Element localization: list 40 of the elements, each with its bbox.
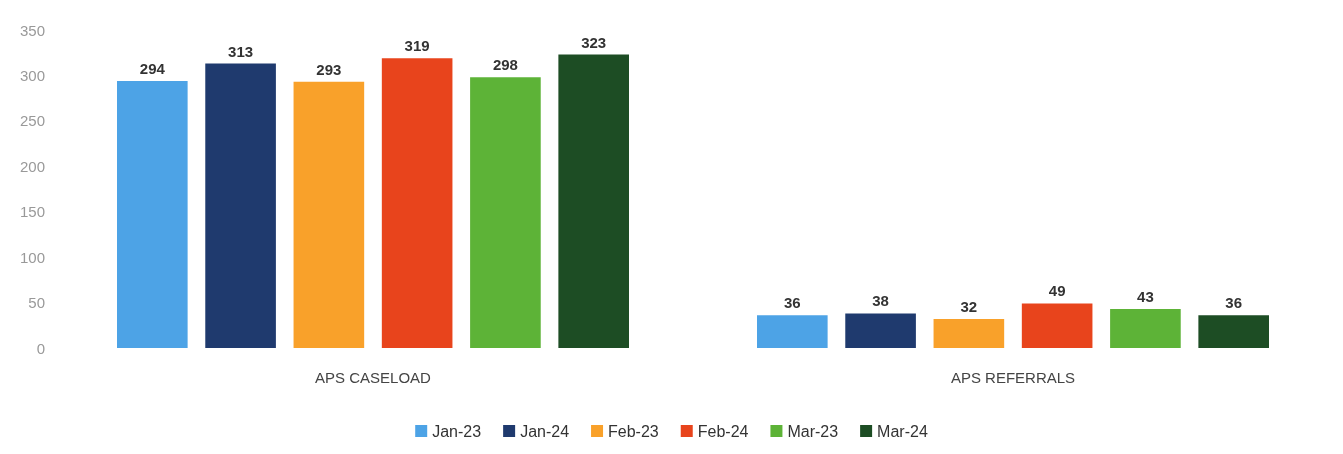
- x-tick-label: APS CASELOAD: [315, 369, 432, 386]
- y-tick-label: 150: [19, 203, 45, 221]
- legend-label: Mar-23: [787, 422, 839, 440]
- bar: [757, 315, 828, 348]
- bar: [933, 318, 1005, 348]
- x-tick-label: APS REFERRALS: [950, 369, 1076, 386]
- bar: [117, 80, 188, 348]
- bar: [381, 58, 453, 348]
- y-tick-label: 50: [28, 294, 45, 312]
- bar: [1021, 303, 1093, 348]
- data-label: 319: [404, 37, 430, 55]
- legend-label: Jan-24: [520, 422, 570, 440]
- data-label: 36: [1225, 294, 1243, 312]
- bar: [845, 313, 916, 348]
- data-label: 293: [316, 60, 342, 78]
- y-tick-label: 350: [19, 21, 45, 39]
- legend-label: Jan-23: [432, 422, 482, 440]
- legend-label: Mar-24: [877, 422, 928, 440]
- y-tick-label: 250: [19, 112, 45, 130]
- data-label: 43: [1137, 287, 1154, 305]
- y-tick-label: 300: [19, 66, 45, 84]
- bar: [293, 81, 365, 348]
- data-label: 323: [581, 33, 607, 51]
- data-label: 49: [1048, 282, 1066, 300]
- bar: [1110, 308, 1181, 348]
- data-label: 38: [872, 292, 889, 310]
- bar: [470, 77, 541, 348]
- data-label: 313: [228, 42, 254, 60]
- legend-label: Feb-23: [608, 422, 659, 440]
- bar: [205, 63, 276, 348]
- data-label: 36: [783, 294, 801, 312]
- bar: [1198, 315, 1269, 348]
- y-tick-label: 200: [19, 157, 45, 175]
- data-label: 32: [960, 297, 978, 315]
- data-label: 294: [139, 59, 166, 77]
- data-label: 298: [492, 56, 518, 74]
- bar: [558, 54, 629, 348]
- legend-label: Feb-24: [697, 422, 749, 440]
- y-tick-label: 0: [36, 339, 45, 357]
- y-tick-label: 100: [19, 248, 45, 266]
